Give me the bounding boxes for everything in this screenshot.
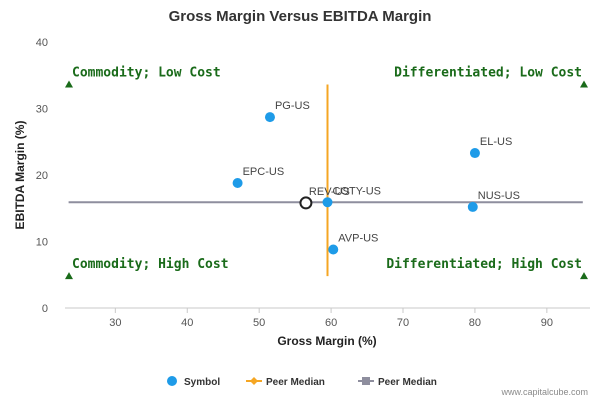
quadrant-marker-icon <box>65 80 73 88</box>
x-tick-label: 40 <box>181 317 193 329</box>
data-point-label: AVP-US <box>338 232 378 244</box>
plot-area: 30 40 50 60 70 80 90 0 10 20 30 40 Commodity; Low Co… <box>36 37 590 329</box>
y-axis-title: EBITDA Margin (%) <box>13 121 27 230</box>
x-axis-title: Gross Margin (%) <box>277 334 376 348</box>
quadrant-label: Commodity; Low Cost <box>72 66 221 81</box>
data-point <box>322 197 333 208</box>
quadrant-marker-icon <box>580 80 588 88</box>
data-point-label: PG-US <box>275 100 310 112</box>
data-point <box>467 201 478 212</box>
legend-diamond-icon <box>250 377 258 385</box>
y-tick-label: 40 <box>36 37 48 49</box>
data-point-label: COTY-US <box>333 185 382 197</box>
data-point <box>232 177 243 188</box>
data-point-label: EL-US <box>480 136 512 148</box>
subject-point <box>299 196 313 210</box>
y-tick-label: 10 <box>36 237 48 249</box>
subject-point-label: REV-US <box>309 186 350 198</box>
x-tick-label: 70 <box>397 317 409 329</box>
x-tick-label: 50 <box>253 317 265 329</box>
data-point-label: NUS-US <box>478 190 520 202</box>
data-point <box>264 112 275 123</box>
y-tick-label: 20 <box>36 170 48 182</box>
legend-symbol-dot-icon <box>167 376 177 386</box>
quadrant-label: Differentiated; High Cost <box>386 257 582 272</box>
data-point <box>328 244 339 255</box>
legend-square-icon <box>362 377 370 385</box>
quadrant-marker-icon <box>65 272 73 280</box>
y-tick-label: 0 <box>42 303 48 315</box>
legend-label: Peer Median <box>266 377 325 388</box>
legend: Symbol Peer Median Peer Median <box>167 376 437 388</box>
quadrant-marker-icon <box>580 272 588 280</box>
quadrant-label: Commodity; High Cost <box>72 257 229 272</box>
legend-label: Symbol <box>184 377 220 388</box>
x-tick-label: 90 <box>541 317 553 329</box>
chart-title: Gross Margin Versus EBITDA Margin <box>169 8 432 25</box>
legend-label: Peer Median <box>378 377 437 388</box>
data-point-label: EPC-US <box>243 166 285 178</box>
x-tick-label: 60 <box>325 317 337 329</box>
y-tick-label: 30 <box>36 104 48 116</box>
credit-text: www.capitalcube.com <box>500 387 588 397</box>
data-point <box>469 148 480 159</box>
x-tick-label: 80 <box>469 317 481 329</box>
quadrant-label: Differentiated; Low Cost <box>394 66 582 81</box>
x-tick-label: 30 <box>109 317 121 329</box>
